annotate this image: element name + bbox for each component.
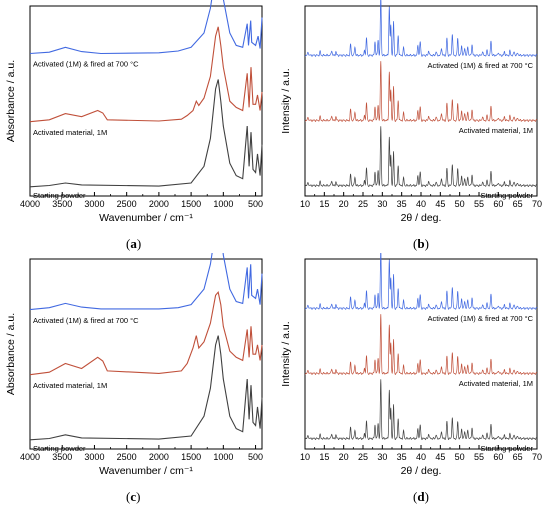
x-axis-label: 2θ / deg. xyxy=(401,212,442,224)
series-label: Starting powder xyxy=(33,191,86,200)
series-line xyxy=(304,126,538,188)
plot-frame xyxy=(304,258,538,450)
x-tick-label: 15 xyxy=(319,199,329,209)
x-tick-label: 1500 xyxy=(181,452,201,462)
x-tick-label: 50 xyxy=(455,199,465,209)
x-axis-label: 2θ / deg. xyxy=(401,465,442,477)
series-line xyxy=(29,335,263,441)
x-tick-label: 10 xyxy=(300,452,310,462)
series-line xyxy=(29,0,263,55)
plot-frame xyxy=(304,5,538,197)
x-tick-label: 70 xyxy=(532,452,542,462)
series-label: Activated (1M) & fired at 700 °C xyxy=(33,60,139,69)
plot-b: 10 15 20 25 30 35 40 45 50 55 60 65 70 2θ / deg. Inten… xyxy=(280,0,542,224)
chart-c: 4000 3500 3000 2500 2000 1500 1000 500 Wavenumbe… xyxy=(5,253,263,477)
x-tick-label: 35 xyxy=(397,452,407,462)
series-line xyxy=(304,314,538,376)
y-axis-label: Absorbance / a.u. xyxy=(5,313,17,395)
caption-b: (b) xyxy=(413,236,429,251)
series-line xyxy=(29,79,263,188)
x-tick-label: 25 xyxy=(358,452,368,462)
x-tick-label: 70 xyxy=(532,199,542,209)
plot-d: 10 15 20 25 30 35 40 45 50 55 60 65 70 2θ / deg. Inten… xyxy=(280,253,542,477)
x-tick-label: 3000 xyxy=(84,452,104,462)
x-tick-label: 2500 xyxy=(117,199,137,209)
series-label: Activated (1M) & fired at 700 °C xyxy=(427,61,533,70)
series-label: Activated material, 1M xyxy=(33,128,107,137)
x-tick-label: 15 xyxy=(319,452,329,462)
x-tick-label: 40 xyxy=(416,452,426,462)
x-tick-label: 55 xyxy=(474,199,484,209)
x-tick-label: 65 xyxy=(513,452,523,462)
series-label: Starting powder xyxy=(480,191,533,200)
x-axis-label: Wavenumber / cm⁻¹ xyxy=(99,465,193,477)
series-label: Activated material, 1M xyxy=(33,381,107,390)
y-axis-label: Intensity / a.u. xyxy=(280,321,292,386)
x-tick-label: 60 xyxy=(493,452,503,462)
series-line xyxy=(304,0,538,57)
x-tick-label: 40 xyxy=(416,199,426,209)
series-label: Activated (1M) & fired at 700 °C xyxy=(33,316,139,325)
x-tick-label: 25 xyxy=(358,199,368,209)
x-tick-label: 1500 xyxy=(181,199,201,209)
x-tick-label: 20 xyxy=(339,452,349,462)
plot-frame xyxy=(29,5,263,197)
x-tick-label: 55 xyxy=(474,452,484,462)
x-tick-label: 30 xyxy=(377,452,387,462)
caption-d: (d) xyxy=(413,489,429,504)
caption-c-letter: c xyxy=(130,489,137,504)
x-tick-label: 4000 xyxy=(20,199,40,209)
x-tick-label: 45 xyxy=(435,452,445,462)
series-line xyxy=(304,253,538,310)
x-tick-label: 30 xyxy=(377,199,387,209)
x-tick-label: 20 xyxy=(339,199,349,209)
caption-b-letter: b xyxy=(417,236,425,251)
y-axis-label: Intensity / a.u. xyxy=(280,68,292,133)
x-tick-label: 45 xyxy=(435,199,445,209)
series-label: Activated material, 1M xyxy=(459,126,533,135)
x-tick-label: 35 xyxy=(397,199,407,209)
series-line xyxy=(29,26,263,123)
caption-c: (c) xyxy=(126,489,141,504)
x-tick-label: 3500 xyxy=(52,452,72,462)
x-tick-label: 10 xyxy=(300,199,310,209)
x-tick-label: 65 xyxy=(513,199,523,209)
caption-a: (a) xyxy=(126,236,142,251)
chart-b: 10 15 20 25 30 35 40 45 50 55 60 65 70 2θ / deg. Inten… xyxy=(280,0,542,224)
x-tick-label: 500 xyxy=(248,199,263,209)
x-tick-label: 60 xyxy=(493,199,503,209)
plot-a: 4000 3500 3000 2500 2000 1500 1000 500 Wavenumbe… xyxy=(5,0,263,224)
x-tick-label: 1000 xyxy=(213,199,233,209)
x-tick-label: 1000 xyxy=(213,452,233,462)
chart-a: 4000 3500 3000 2500 2000 1500 1000 500 Wavenumbe… xyxy=(5,0,263,224)
x-axis-label: Wavenumber / cm⁻¹ xyxy=(99,212,193,224)
caption-a-letter: a xyxy=(130,236,137,251)
series-label: Starting powder xyxy=(480,444,533,453)
x-tick-label: 4000 xyxy=(20,452,40,462)
series-line xyxy=(29,290,263,376)
series-label: Starting powder xyxy=(33,444,86,453)
x-tick-label: 2000 xyxy=(149,452,169,462)
chart-d: 10 15 20 25 30 35 40 45 50 55 60 65 70 2θ / deg. Inten… xyxy=(280,253,542,477)
y-axis-label: Absorbance / a.u. xyxy=(5,60,17,142)
plot-c: 4000 3500 3000 2500 2000 1500 1000 500 Wavenumbe… xyxy=(5,253,263,477)
plot-frame xyxy=(29,258,263,450)
series-label: Activated material, 1M xyxy=(459,379,533,388)
series-line xyxy=(304,61,538,123)
series-label: Activated (1M) & fired at 700 °C xyxy=(427,314,533,323)
x-tick-label: 2500 xyxy=(117,452,137,462)
series-line xyxy=(304,379,538,441)
caption-d-letter: d xyxy=(417,489,425,504)
x-tick-label: 3000 xyxy=(84,199,104,209)
x-tick-label: 2000 xyxy=(149,199,169,209)
x-tick-label: 50 xyxy=(455,452,465,462)
x-tick-label: 3500 xyxy=(52,199,72,209)
series-line xyxy=(29,253,263,311)
x-tick-label: 500 xyxy=(248,452,263,462)
